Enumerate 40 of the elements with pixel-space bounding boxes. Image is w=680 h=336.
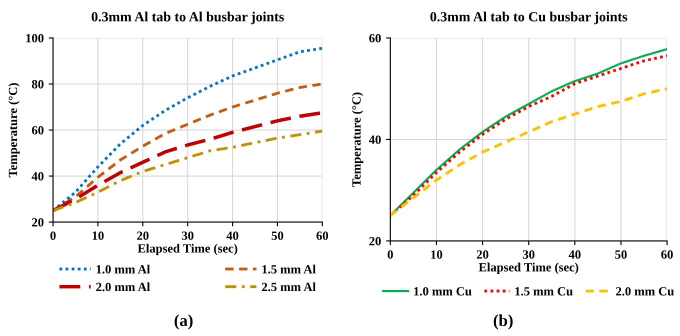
x-tick-label: 60 bbox=[316, 231, 328, 240]
x-tick-label: 20 bbox=[476, 250, 488, 259]
x-tick-label: 40 bbox=[568, 250, 581, 259]
y-tick-label: 40 bbox=[368, 135, 381, 144]
x-tick-label: 50 bbox=[615, 250, 627, 259]
y-axis-title: Temperature (°C) bbox=[352, 92, 364, 187]
y-tick-label: 60 bbox=[369, 34, 381, 42]
chart-title: 0.3mm Al tab to Al busbar joints bbox=[92, 12, 284, 24]
y-tick-label: 20 bbox=[32, 218, 44, 227]
legend-label: 1.0 mm Al bbox=[96, 264, 150, 274]
y-axis-title: Temperature (°C) bbox=[8, 83, 20, 178]
x-tick-label: 10 bbox=[431, 250, 442, 259]
line-series bbox=[390, 87, 668, 217]
text: (b) bbox=[494, 314, 513, 330]
x-tick-label: 20 bbox=[137, 231, 149, 240]
legend-label: 2.0 mm Cu bbox=[616, 287, 674, 296]
x-axis-title: Elapsed Time (sec) bbox=[138, 244, 238, 256]
chart-title: 0.3mm Al tab to Cu busbar joints bbox=[430, 12, 628, 24]
x-tick-label: 10 bbox=[92, 231, 104, 240]
y-tick-label: 40 bbox=[32, 172, 44, 181]
y-tick-label: 60 bbox=[32, 126, 44, 134]
legend-label: 1.5 mm Cu bbox=[515, 287, 573, 296]
text: (a) bbox=[174, 314, 193, 330]
x-tick-label: 0 bbox=[388, 250, 393, 259]
x-tick-label: 50 bbox=[272, 231, 284, 240]
x-axis-title: Elapsed Time (sec) bbox=[478, 262, 578, 274]
y-tick-label: 20 bbox=[369, 236, 381, 246]
x-tick-label: 40 bbox=[226, 231, 238, 240]
x-tick-label: 30 bbox=[182, 231, 194, 240]
line-series bbox=[53, 130, 322, 212]
legend-label: 2.5 mm Al bbox=[262, 282, 316, 292]
legend-label: 1.0 mm Cu bbox=[414, 287, 472, 296]
x-tick-label: 0 bbox=[50, 231, 56, 240]
y-tick-label: 80 bbox=[32, 80, 44, 88]
y-tick-label: 100 bbox=[26, 34, 44, 42]
x-tick-label: 30 bbox=[522, 250, 534, 259]
x-tick-label: 60 bbox=[661, 250, 673, 259]
line-series bbox=[53, 111, 322, 212]
legend-label: 1.5 mm Al bbox=[262, 264, 316, 274]
legend-label: 2.0 mm Al bbox=[96, 282, 150, 292]
